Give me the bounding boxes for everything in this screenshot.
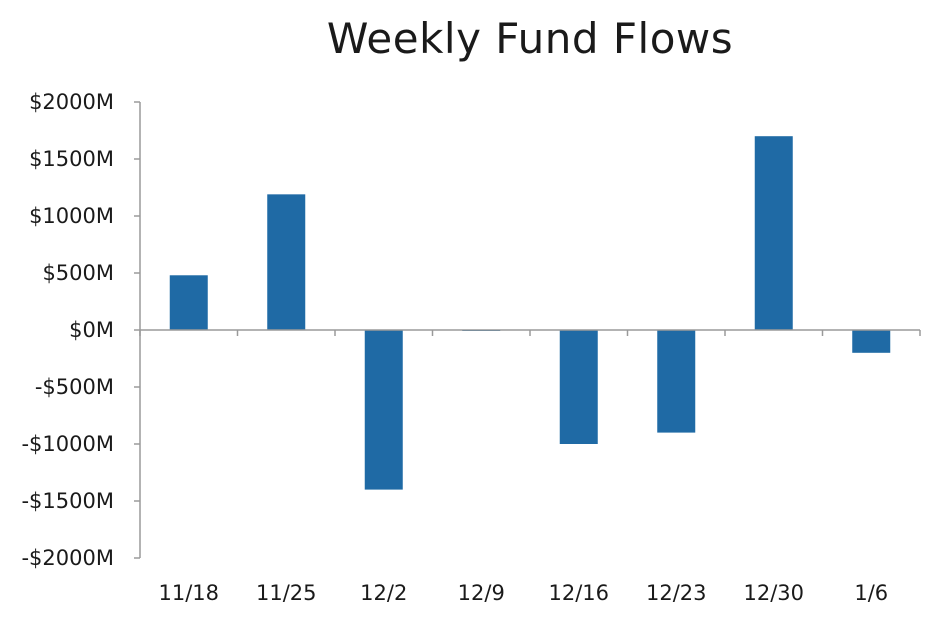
bar-1-6	[852, 330, 891, 353]
axes-layer	[134, 101, 921, 559]
bar-12-30	[754, 136, 793, 330]
x-tick-label: 12/30	[743, 581, 804, 605]
x-tick-label: 11/25	[256, 581, 317, 605]
x-tick-label: 12/9	[458, 581, 505, 605]
y-tick-label: $500M	[42, 261, 114, 285]
labels-layer: $2000M $1500M $1000M $500M $0M -$500M -$1000M -…	[21, 90, 888, 605]
y-tick-label: $1500M	[29, 147, 114, 171]
x-tick-label: 12/2	[360, 581, 407, 605]
bar-12-2	[364, 330, 403, 490]
bar-11-25	[267, 194, 306, 330]
bar-12-16	[559, 330, 598, 444]
y-tick-label: $2000M	[29, 90, 114, 114]
y-tick-label: -$2000M	[21, 546, 114, 570]
x-tick-label: 1/6	[854, 581, 888, 605]
x-tick-label: 12/23	[646, 581, 707, 605]
x-tick-label: 11/18	[158, 581, 219, 605]
chart-title: Weekly Fund Flows	[326, 14, 734, 63]
y-tick-label: $1000M	[29, 204, 114, 228]
bars-layer	[169, 136, 891, 490]
y-tick-label: -$1500M	[21, 489, 114, 513]
bar-12-23	[657, 330, 696, 433]
bar-11-18	[169, 275, 208, 330]
y-tick-label: -$500M	[35, 375, 114, 399]
y-tick-label: -$1000M	[21, 432, 114, 456]
y-tick-label: $0M	[69, 318, 114, 342]
x-tick-label: 12/16	[548, 581, 609, 605]
